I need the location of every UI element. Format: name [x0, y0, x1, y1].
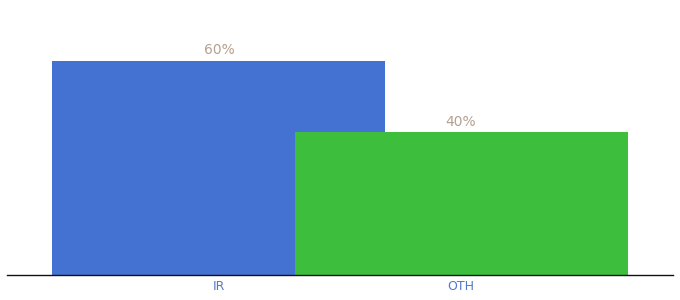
Text: 40%: 40%: [446, 115, 477, 129]
Bar: [294, 132, 628, 275]
Bar: [52, 61, 386, 275]
Text: 60%: 60%: [203, 43, 235, 57]
